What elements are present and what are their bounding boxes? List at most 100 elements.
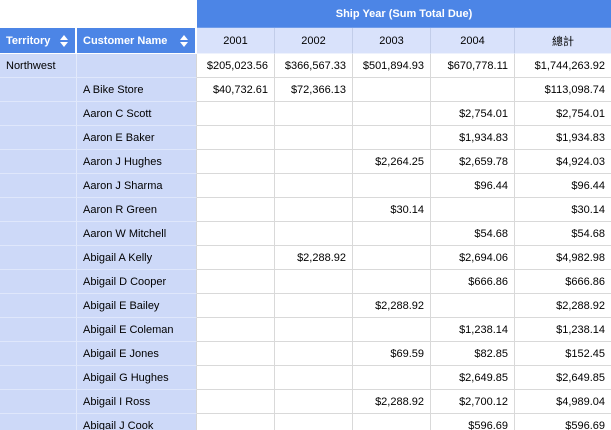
- customer-cell[interactable]: Abigail I Ross: [77, 390, 197, 414]
- value-cell[interactable]: [353, 222, 431, 246]
- value-cell[interactable]: [197, 414, 275, 430]
- territory-cell[interactable]: [0, 366, 77, 390]
- value-cell[interactable]: [275, 222, 353, 246]
- territory-cell[interactable]: [0, 126, 77, 150]
- territory-cell[interactable]: Northwest: [0, 54, 77, 78]
- customer-cell[interactable]: Aaron W Mitchell: [77, 222, 197, 246]
- value-cell[interactable]: $2,649.85: [515, 366, 611, 390]
- territory-cell[interactable]: [0, 318, 77, 342]
- row-field-customer-name[interactable]: Customer Name: [77, 28, 197, 54]
- value-cell[interactable]: [197, 270, 275, 294]
- value-cell[interactable]: $1,238.14: [431, 318, 515, 342]
- value-cell[interactable]: $2,754.01: [431, 102, 515, 126]
- customer-cell[interactable]: Abigail E Bailey: [77, 294, 197, 318]
- value-cell[interactable]: [353, 78, 431, 102]
- value-cell[interactable]: [275, 294, 353, 318]
- value-cell[interactable]: $366,567.33: [275, 54, 353, 78]
- value-cell[interactable]: $596.69: [431, 414, 515, 430]
- value-cell[interactable]: $96.44: [515, 174, 611, 198]
- value-cell[interactable]: [197, 246, 275, 270]
- value-cell[interactable]: [353, 102, 431, 126]
- value-cell[interactable]: $82.85: [431, 342, 515, 366]
- value-cell[interactable]: [353, 318, 431, 342]
- value-cell[interactable]: [275, 174, 353, 198]
- territory-cell[interactable]: [0, 78, 77, 102]
- value-cell[interactable]: [197, 150, 275, 174]
- value-cell[interactable]: $1,934.83: [431, 126, 515, 150]
- value-cell[interactable]: [197, 102, 275, 126]
- value-cell[interactable]: $2,288.92: [515, 294, 611, 318]
- value-cell[interactable]: [197, 366, 275, 390]
- value-cell[interactable]: $152.45: [515, 342, 611, 366]
- value-cell[interactable]: $4,924.03: [515, 150, 611, 174]
- value-cell[interactable]: [197, 294, 275, 318]
- column-header-2001[interactable]: 2001: [197, 28, 275, 54]
- value-cell[interactable]: $1,744,263.92: [515, 54, 611, 78]
- territory-cell[interactable]: [0, 150, 77, 174]
- value-cell[interactable]: [275, 366, 353, 390]
- value-cell[interactable]: [353, 366, 431, 390]
- value-cell[interactable]: [197, 318, 275, 342]
- value-cell[interactable]: $2,264.25: [353, 150, 431, 174]
- value-cell[interactable]: [275, 150, 353, 174]
- customer-cell[interactable]: Abigail G Hughes: [77, 366, 197, 390]
- territory-cell[interactable]: [0, 222, 77, 246]
- value-cell[interactable]: [353, 246, 431, 270]
- value-cell[interactable]: $1,238.14: [515, 318, 611, 342]
- value-cell[interactable]: $2,288.92: [275, 246, 353, 270]
- value-cell[interactable]: [275, 342, 353, 366]
- customer-cell[interactable]: Aaron R Green: [77, 198, 197, 222]
- sort-updown-icon[interactable]: [178, 33, 190, 49]
- customer-cell[interactable]: Aaron C Scott: [77, 102, 197, 126]
- value-cell[interactable]: [275, 414, 353, 430]
- value-cell[interactable]: [197, 222, 275, 246]
- value-cell[interactable]: [197, 342, 275, 366]
- customer-cell[interactable]: Abigail E Coleman: [77, 318, 197, 342]
- value-cell[interactable]: [275, 102, 353, 126]
- column-header-grand-total[interactable]: 總計: [515, 28, 611, 54]
- territory-cell[interactable]: [0, 270, 77, 294]
- value-cell[interactable]: [197, 126, 275, 150]
- value-cell[interactable]: [431, 198, 515, 222]
- value-cell[interactable]: $113,098.74: [515, 78, 611, 102]
- customer-cell[interactable]: A Bike Store: [77, 78, 197, 102]
- territory-cell[interactable]: [0, 414, 77, 430]
- customer-cell[interactable]: Abigail A Kelly: [77, 246, 197, 270]
- value-cell[interactable]: $666.86: [515, 270, 611, 294]
- customer-cell[interactable]: Abigail E Jones: [77, 342, 197, 366]
- territory-cell[interactable]: [0, 198, 77, 222]
- value-cell[interactable]: [275, 318, 353, 342]
- value-cell[interactable]: [197, 390, 275, 414]
- value-cell[interactable]: [275, 126, 353, 150]
- customer-cell[interactable]: Aaron J Hughes: [77, 150, 197, 174]
- value-cell[interactable]: [197, 174, 275, 198]
- customer-cell[interactable]: [77, 54, 197, 78]
- column-field-header[interactable]: Ship Year (Sum Total Due): [197, 0, 611, 28]
- value-cell[interactable]: [353, 174, 431, 198]
- sort-updown-icon[interactable]: [58, 33, 70, 49]
- value-cell[interactable]: [431, 78, 515, 102]
- value-cell[interactable]: $96.44: [431, 174, 515, 198]
- value-cell[interactable]: [353, 126, 431, 150]
- value-cell[interactable]: [353, 270, 431, 294]
- value-cell[interactable]: [275, 270, 353, 294]
- territory-cell[interactable]: [0, 390, 77, 414]
- value-cell[interactable]: $2,288.92: [353, 294, 431, 318]
- column-header-2003[interactable]: 2003: [353, 28, 431, 54]
- territory-cell[interactable]: [0, 342, 77, 366]
- customer-cell[interactable]: Aaron J Sharma: [77, 174, 197, 198]
- value-cell[interactable]: $2,694.06: [431, 246, 515, 270]
- value-cell[interactable]: $4,989.04: [515, 390, 611, 414]
- value-cell[interactable]: [431, 294, 515, 318]
- value-cell[interactable]: $670,778.11: [431, 54, 515, 78]
- value-cell[interactable]: $2,754.01: [515, 102, 611, 126]
- column-header-2002[interactable]: 2002: [275, 28, 353, 54]
- territory-cell[interactable]: [0, 102, 77, 126]
- value-cell[interactable]: $2,649.85: [431, 366, 515, 390]
- value-cell[interactable]: [275, 390, 353, 414]
- value-cell[interactable]: $72,366.13: [275, 78, 353, 102]
- territory-cell[interactable]: [0, 174, 77, 198]
- value-cell[interactable]: [353, 414, 431, 430]
- value-cell[interactable]: $40,732.61: [197, 78, 275, 102]
- value-cell[interactable]: $54.68: [515, 222, 611, 246]
